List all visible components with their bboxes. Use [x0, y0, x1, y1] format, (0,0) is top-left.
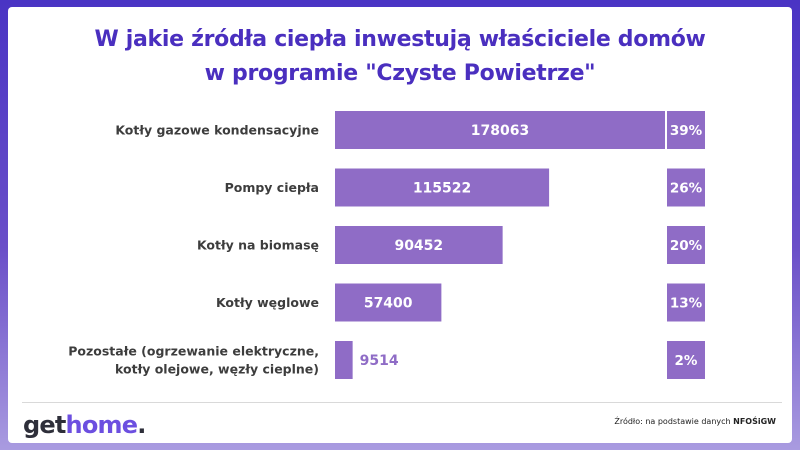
percentage-box [667, 283, 705, 322]
category-label: Kotły węglowe [216, 295, 319, 310]
category-label-line: Pompy ciepła [225, 180, 319, 195]
category-label: Kotły gazowe kondensacyjne [115, 123, 319, 138]
source-prefix: Źródło: na podstawie danych [614, 417, 734, 426]
footer-divider [22, 402, 782, 403]
percentage-box [667, 111, 705, 149]
chart-card: W jakie źródła ciepła inwestują właścici… [8, 7, 792, 443]
percentage-label: 39% [670, 123, 703, 139]
category-label-line: Kotły gazowe kondensacyjne [115, 123, 319, 138]
chart-title: W jakie źródła ciepła inwestują właścici… [8, 23, 792, 91]
percentage-box [667, 168, 705, 207]
value-label: 90452 [394, 238, 443, 254]
chart-title-line-1: W jakie źródła ciepła inwestują właścici… [94, 27, 706, 52]
category-label: Pompy ciepła [225, 180, 319, 195]
bar [335, 111, 665, 149]
category-label-line: Kotły węglowe [216, 295, 319, 310]
category-label: Kotły na biomasę [197, 238, 319, 253]
percentage-label: 26% [670, 181, 703, 197]
category-label-line: kotły olejowe, węzły cieplne) [115, 362, 319, 377]
percentage-label: 2% [675, 353, 698, 369]
bar [335, 283, 442, 322]
bar [335, 226, 503, 264]
bar-chart: Kotły gazowe kondensacyjne 178063 39% Pompy… [68, 111, 705, 379]
category-label: Pozostałe (ogrzewanie elektryczne, kotły … [68, 344, 319, 377]
category-label-line: Kotły na biomasę [197, 238, 319, 253]
category-label-line: Pozostałe (ogrzewanie elektryczne, [68, 344, 319, 359]
gethome-logo: gethome. [23, 408, 146, 442]
percentage-box [667, 226, 705, 264]
logo-dot: . [137, 411, 146, 439]
source-org: NFOŚiGW [733, 417, 776, 426]
value-label: 57400 [364, 296, 413, 312]
chart-title-line-2: w programie "Czyste Powietrze" [204, 61, 596, 86]
percentage-label: 13% [670, 296, 703, 312]
percentage-label: 20% [670, 238, 703, 254]
logo-get: get [23, 411, 66, 439]
source-note: Źródło: na podstawie danych NFOŚiGW [614, 417, 776, 426]
bar [335, 341, 353, 379]
bar [335, 168, 550, 207]
value-label: 178063 [471, 123, 529, 139]
logo-home: home [65, 411, 138, 439]
value-label: 9514 [360, 353, 399, 369]
value-label: 115522 [413, 181, 471, 197]
percentage-box [667, 341, 705, 379]
